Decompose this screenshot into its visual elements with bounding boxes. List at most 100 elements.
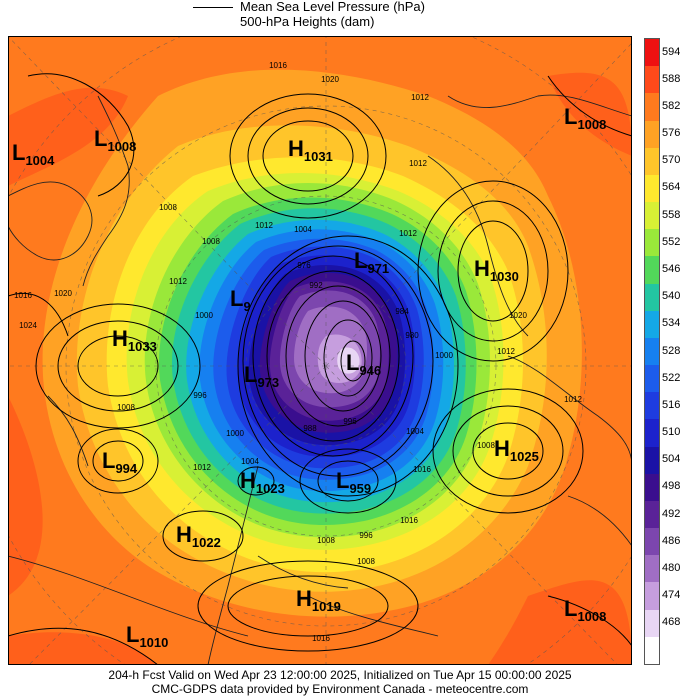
isobar-label: 1008	[357, 557, 375, 566]
isobar-label: 1012	[497, 347, 515, 356]
isobar-label: 1016	[14, 291, 32, 300]
isobar-label: 1004	[294, 225, 312, 234]
isobar-label: 1016	[400, 516, 418, 525]
isobar-label: 1012	[411, 93, 429, 102]
colorbar-swatch	[645, 636, 659, 665]
colorbar-swatch	[645, 365, 659, 393]
isobar-label: 1000	[226, 429, 244, 438]
low-pressure-center: L946	[346, 350, 381, 378]
pressure-systems: L1004 L1008 H1031 L1008 H1030 H1033 L971…	[12, 104, 606, 650]
isobar-label: 1000	[195, 311, 213, 320]
colorbar-swatch	[645, 582, 659, 611]
low-pressure-center: L1008	[564, 104, 606, 132]
colorbar-swatch	[645, 147, 659, 176]
data-source-caption: CMC-GDPS data provided by Environment Ca…	[151, 682, 529, 696]
colorbar-swatch	[645, 500, 659, 529]
low-pressure-center: L959	[336, 468, 371, 496]
forecast-valid-caption: 204-h Fcst Valid on Wed Apr 23 12:00:00 …	[108, 668, 572, 682]
low-pressure-center: L1008	[94, 126, 136, 154]
colorbar-swatch	[645, 229, 659, 257]
colorbar-swatch	[645, 310, 659, 339]
isobar-label: 1008	[477, 441, 495, 450]
isobar-label: 1020	[321, 75, 339, 84]
colorbar-swatch	[645, 283, 659, 312]
colorbar-tick-label: 522	[662, 371, 680, 384]
colorbar-tick-label: 480	[662, 561, 680, 574]
colorbar-tick-label: 516	[662, 398, 680, 411]
colorbar-swatch	[645, 446, 659, 475]
colorbar-swatch	[645, 39, 659, 67]
height-band-588	[8, 72, 632, 665]
isobar-label: 996	[343, 417, 357, 426]
colorbar-tick-label: 540	[662, 290, 680, 303]
isobar-label: 1008	[202, 237, 220, 246]
isobar-label: 1008	[159, 203, 177, 212]
isobar-label: 1016	[269, 61, 287, 70]
high-pressure-center: H1031	[288, 136, 333, 164]
colorbar-swatch	[645, 202, 659, 230]
colorbar-tick-label: 582	[662, 99, 680, 112]
forecast-map: 1016 1020 1012 1008 1004 1016 1020 1024 …	[8, 36, 632, 665]
isobar-label: 1012	[399, 229, 417, 238]
height-colorbar	[644, 38, 660, 665]
coastlines	[8, 94, 632, 665]
colorbar-tick-label: 504	[662, 453, 680, 466]
isobar-label: 996	[359, 531, 373, 540]
map-frame	[8, 36, 632, 665]
isobar-label: 1012	[169, 277, 187, 286]
isobar-label: 1012	[409, 159, 427, 168]
colorbar-swatch	[645, 337, 659, 366]
high-pressure-center: H1033	[112, 326, 157, 354]
isobar-label: 996	[193, 391, 207, 400]
isobars	[8, 73, 632, 665]
high-pressure-center: H1025	[494, 436, 539, 464]
low-pressure-center: L1008	[564, 596, 606, 624]
low-pressure-center: L9	[230, 286, 251, 314]
isobar-label: 976	[297, 261, 311, 270]
isobar-label: 1012	[255, 221, 273, 230]
low-pressure-center: L1010	[126, 622, 168, 650]
colorbar-tick-label: 534	[662, 317, 680, 330]
colorbar-tick-label: 528	[662, 344, 680, 357]
colorbar-swatch	[645, 256, 659, 285]
header: Mean Sea Level Pressure (hPa) 500-hPa He…	[0, 0, 680, 36]
isobar-label: 1016	[413, 465, 431, 474]
colorbar-tick-label: 576	[662, 127, 680, 140]
graticule	[8, 36, 632, 665]
isobar-label: 1016	[312, 634, 330, 643]
low-pressure-center: L971	[354, 248, 389, 276]
colorbar-swatch	[645, 555, 659, 583]
colorbar-swatch	[645, 392, 659, 420]
legend-heights-label: 500-hPa Heights (dam)	[240, 14, 375, 29]
isobar-label: 1004	[241, 457, 259, 466]
isobar-label: 1012	[564, 395, 582, 404]
colorbar-tick-label: 486	[662, 534, 680, 547]
colorbar-swatch	[645, 528, 659, 556]
high-pressure-center: H1019	[296, 586, 341, 614]
colorbar-tick-label: 570	[662, 154, 680, 167]
isobar-labels: 1016 1020 1012 1008 1004 1016 1020 1024 …	[14, 61, 582, 643]
colorbar-tick-label: 594	[662, 45, 680, 58]
colorbar-swatch	[645, 609, 659, 638]
isobar-label: 1024	[19, 321, 37, 330]
isobar-label: 1000	[435, 351, 453, 360]
isobar-label: 1008	[317, 536, 335, 545]
colorbar-swatch	[645, 174, 659, 203]
colorbar-tick-label: 552	[662, 235, 680, 248]
isobar-label: 1008	[117, 403, 135, 412]
isobar-label: 1020	[509, 311, 527, 320]
colorbar-tick-label: 558	[662, 208, 680, 221]
colorbar-tick-label: 510	[662, 426, 680, 439]
high-pressure-center: H1030	[474, 256, 519, 284]
isobar-label: 984	[395, 307, 409, 316]
colorbar-tick-label: 468	[662, 616, 680, 629]
isobar-label: 988	[303, 424, 317, 433]
low-pressure-center: L994	[102, 448, 138, 476]
colorbar-tick-label: 492	[662, 507, 680, 520]
high-pressure-center: H1023	[240, 468, 285, 496]
isobar-label: 980	[405, 331, 419, 340]
colorbar-swatch	[645, 473, 659, 502]
colorbar-swatch	[645, 419, 659, 448]
colorbar-swatch	[645, 93, 659, 122]
colorbar-swatch	[645, 120, 659, 149]
